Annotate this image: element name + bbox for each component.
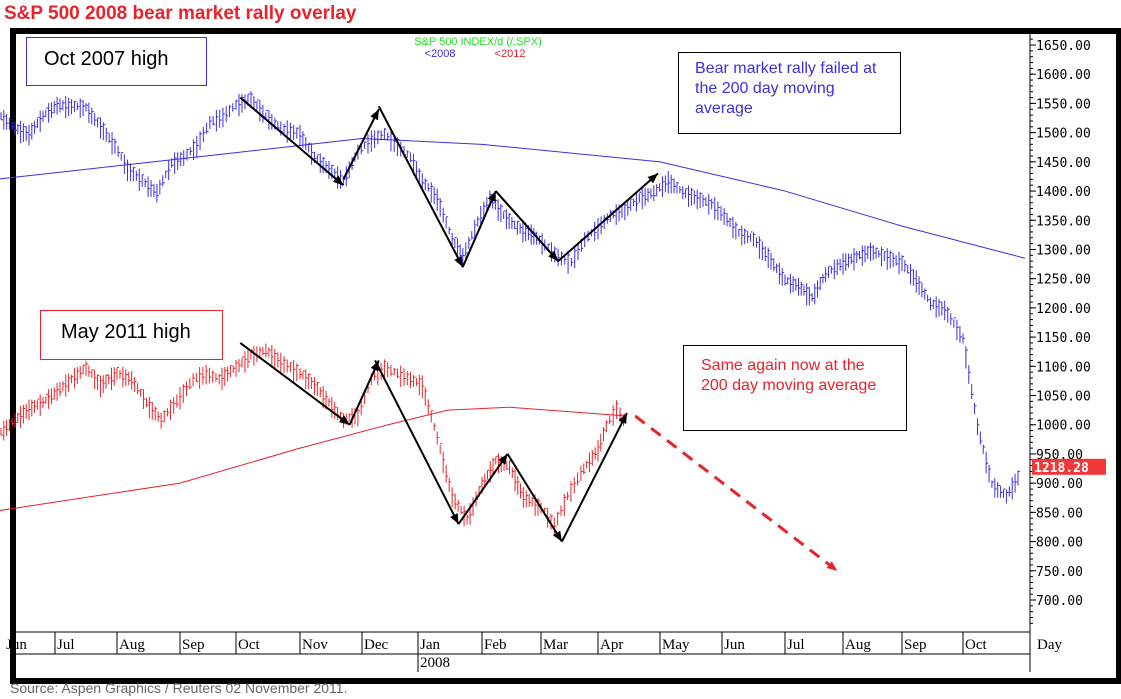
y-tick-label: 1100.00 bbox=[1036, 360, 1091, 375]
x-tick-label: Oct bbox=[238, 637, 260, 653]
annotation-oct-2007-high: Oct 2007 high bbox=[26, 37, 207, 86]
y-tick-label: 900.00 bbox=[1036, 477, 1083, 492]
arrowhead-icon bbox=[332, 175, 344, 186]
x-tick-label: Sep bbox=[182, 637, 205, 653]
chart-frame bbox=[10, 28, 1121, 684]
page-title: S&P 500 2008 bear market rally overlay bbox=[4, 3, 357, 24]
x-tick-label: Nov bbox=[302, 637, 328, 653]
trend-arrow bbox=[239, 96, 345, 186]
annotation-may-2011-high: May 2011 high bbox=[40, 310, 223, 360]
y-tick-label: 1250.00 bbox=[1036, 273, 1091, 288]
legend-title: S&P 500 INDEX/d (/.SPX) bbox=[414, 36, 542, 48]
moving-average-line bbox=[0, 406, 627, 511]
y-tick-label: 1350.00 bbox=[1036, 214, 1091, 229]
x-tick-label: May bbox=[662, 637, 690, 653]
x-tick-label: Jan bbox=[420, 637, 440, 653]
y-tick-label: 1050.00 bbox=[1036, 390, 1091, 405]
y-tick-label: 1200.00 bbox=[1036, 302, 1091, 317]
arrowhead-icon bbox=[552, 530, 562, 542]
x-tick-label: Jun bbox=[724, 637, 745, 653]
arrowhead-icon bbox=[370, 109, 379, 121]
arrowhead-icon bbox=[338, 415, 350, 425]
x-tick-label: Jul bbox=[57, 637, 75, 653]
y-tick-label: 1300.00 bbox=[1036, 243, 1091, 258]
trend-arrow bbox=[495, 190, 559, 262]
y-tick-label: 1650.00 bbox=[1036, 39, 1091, 54]
y-tick-label: 700.00 bbox=[1036, 594, 1083, 609]
y-tick-label: 1600.00 bbox=[1036, 68, 1091, 83]
trend-arrow bbox=[457, 453, 509, 525]
x-tick-label: Mar bbox=[543, 637, 568, 653]
x-tick-label: Dec bbox=[364, 637, 388, 653]
arrowhead-icon bbox=[548, 250, 559, 262]
trend-arrow bbox=[342, 108, 380, 180]
y-tick-label: 1000.00 bbox=[1036, 419, 1091, 434]
trend-arrow bbox=[634, 414, 839, 572]
y-tick-label: 1550.00 bbox=[1036, 97, 1091, 112]
x-tick-label: Aug bbox=[119, 637, 145, 653]
y-tick-label: 800.00 bbox=[1036, 536, 1083, 551]
trend-arrow bbox=[239, 342, 351, 426]
y-tick-label: 1150.00 bbox=[1036, 331, 1091, 346]
last-price-label: 1218.28 bbox=[1034, 461, 1089, 476]
y-tick-label: 1400.00 bbox=[1036, 185, 1091, 200]
x-year-label: 2008 bbox=[420, 655, 450, 671]
trend-arrow bbox=[461, 190, 497, 268]
x-tick-label: Oct bbox=[965, 637, 987, 653]
trend-arrow bbox=[374, 360, 460, 525]
annotation-same-again: Same again now at the 200 day moving ave… bbox=[683, 345, 907, 431]
trend-arrow bbox=[557, 172, 659, 262]
moving-average-line bbox=[0, 137, 1026, 259]
x-tick-label: Sep bbox=[904, 637, 927, 653]
annotation-bear-rally: Bear market rally failed at the 200 day … bbox=[678, 52, 901, 134]
arrowhead-icon bbox=[618, 413, 627, 425]
x-unit-label: Day bbox=[1037, 637, 1062, 653]
arrowhead-icon bbox=[450, 513, 459, 525]
source-caption: Source: Aspen Graphics / Reuters 02 Nove… bbox=[10, 680, 348, 696]
arrowhead-icon bbox=[454, 256, 463, 267]
y-tick-label: 850.00 bbox=[1036, 506, 1083, 521]
arrowhead-icon bbox=[647, 173, 658, 184]
x-tick-label: Apr bbox=[600, 637, 623, 653]
arrowhead-icon bbox=[487, 191, 496, 203]
legend-entry: <2012 bbox=[495, 48, 526, 60]
trend-arrow bbox=[377, 105, 464, 268]
last-price-tag bbox=[1032, 458, 1106, 475]
trend-arrow bbox=[506, 453, 563, 543]
legend-entry: <2008 bbox=[425, 48, 456, 60]
y-tick-label: 1450.00 bbox=[1036, 156, 1091, 171]
x-tick-label: Aug bbox=[845, 637, 871, 653]
y-tick-label: 1500.00 bbox=[1036, 127, 1091, 142]
x-tick-label: Feb bbox=[484, 637, 507, 653]
x-tick-label: Jun bbox=[6, 637, 27, 653]
trend-arrow bbox=[348, 360, 380, 426]
arrowhead-icon bbox=[826, 561, 838, 571]
trend-arrow bbox=[561, 412, 628, 543]
arrowhead-icon bbox=[498, 453, 508, 465]
y-tick-label: 750.00 bbox=[1036, 565, 1083, 580]
x-tick-label: Jul bbox=[787, 637, 805, 653]
